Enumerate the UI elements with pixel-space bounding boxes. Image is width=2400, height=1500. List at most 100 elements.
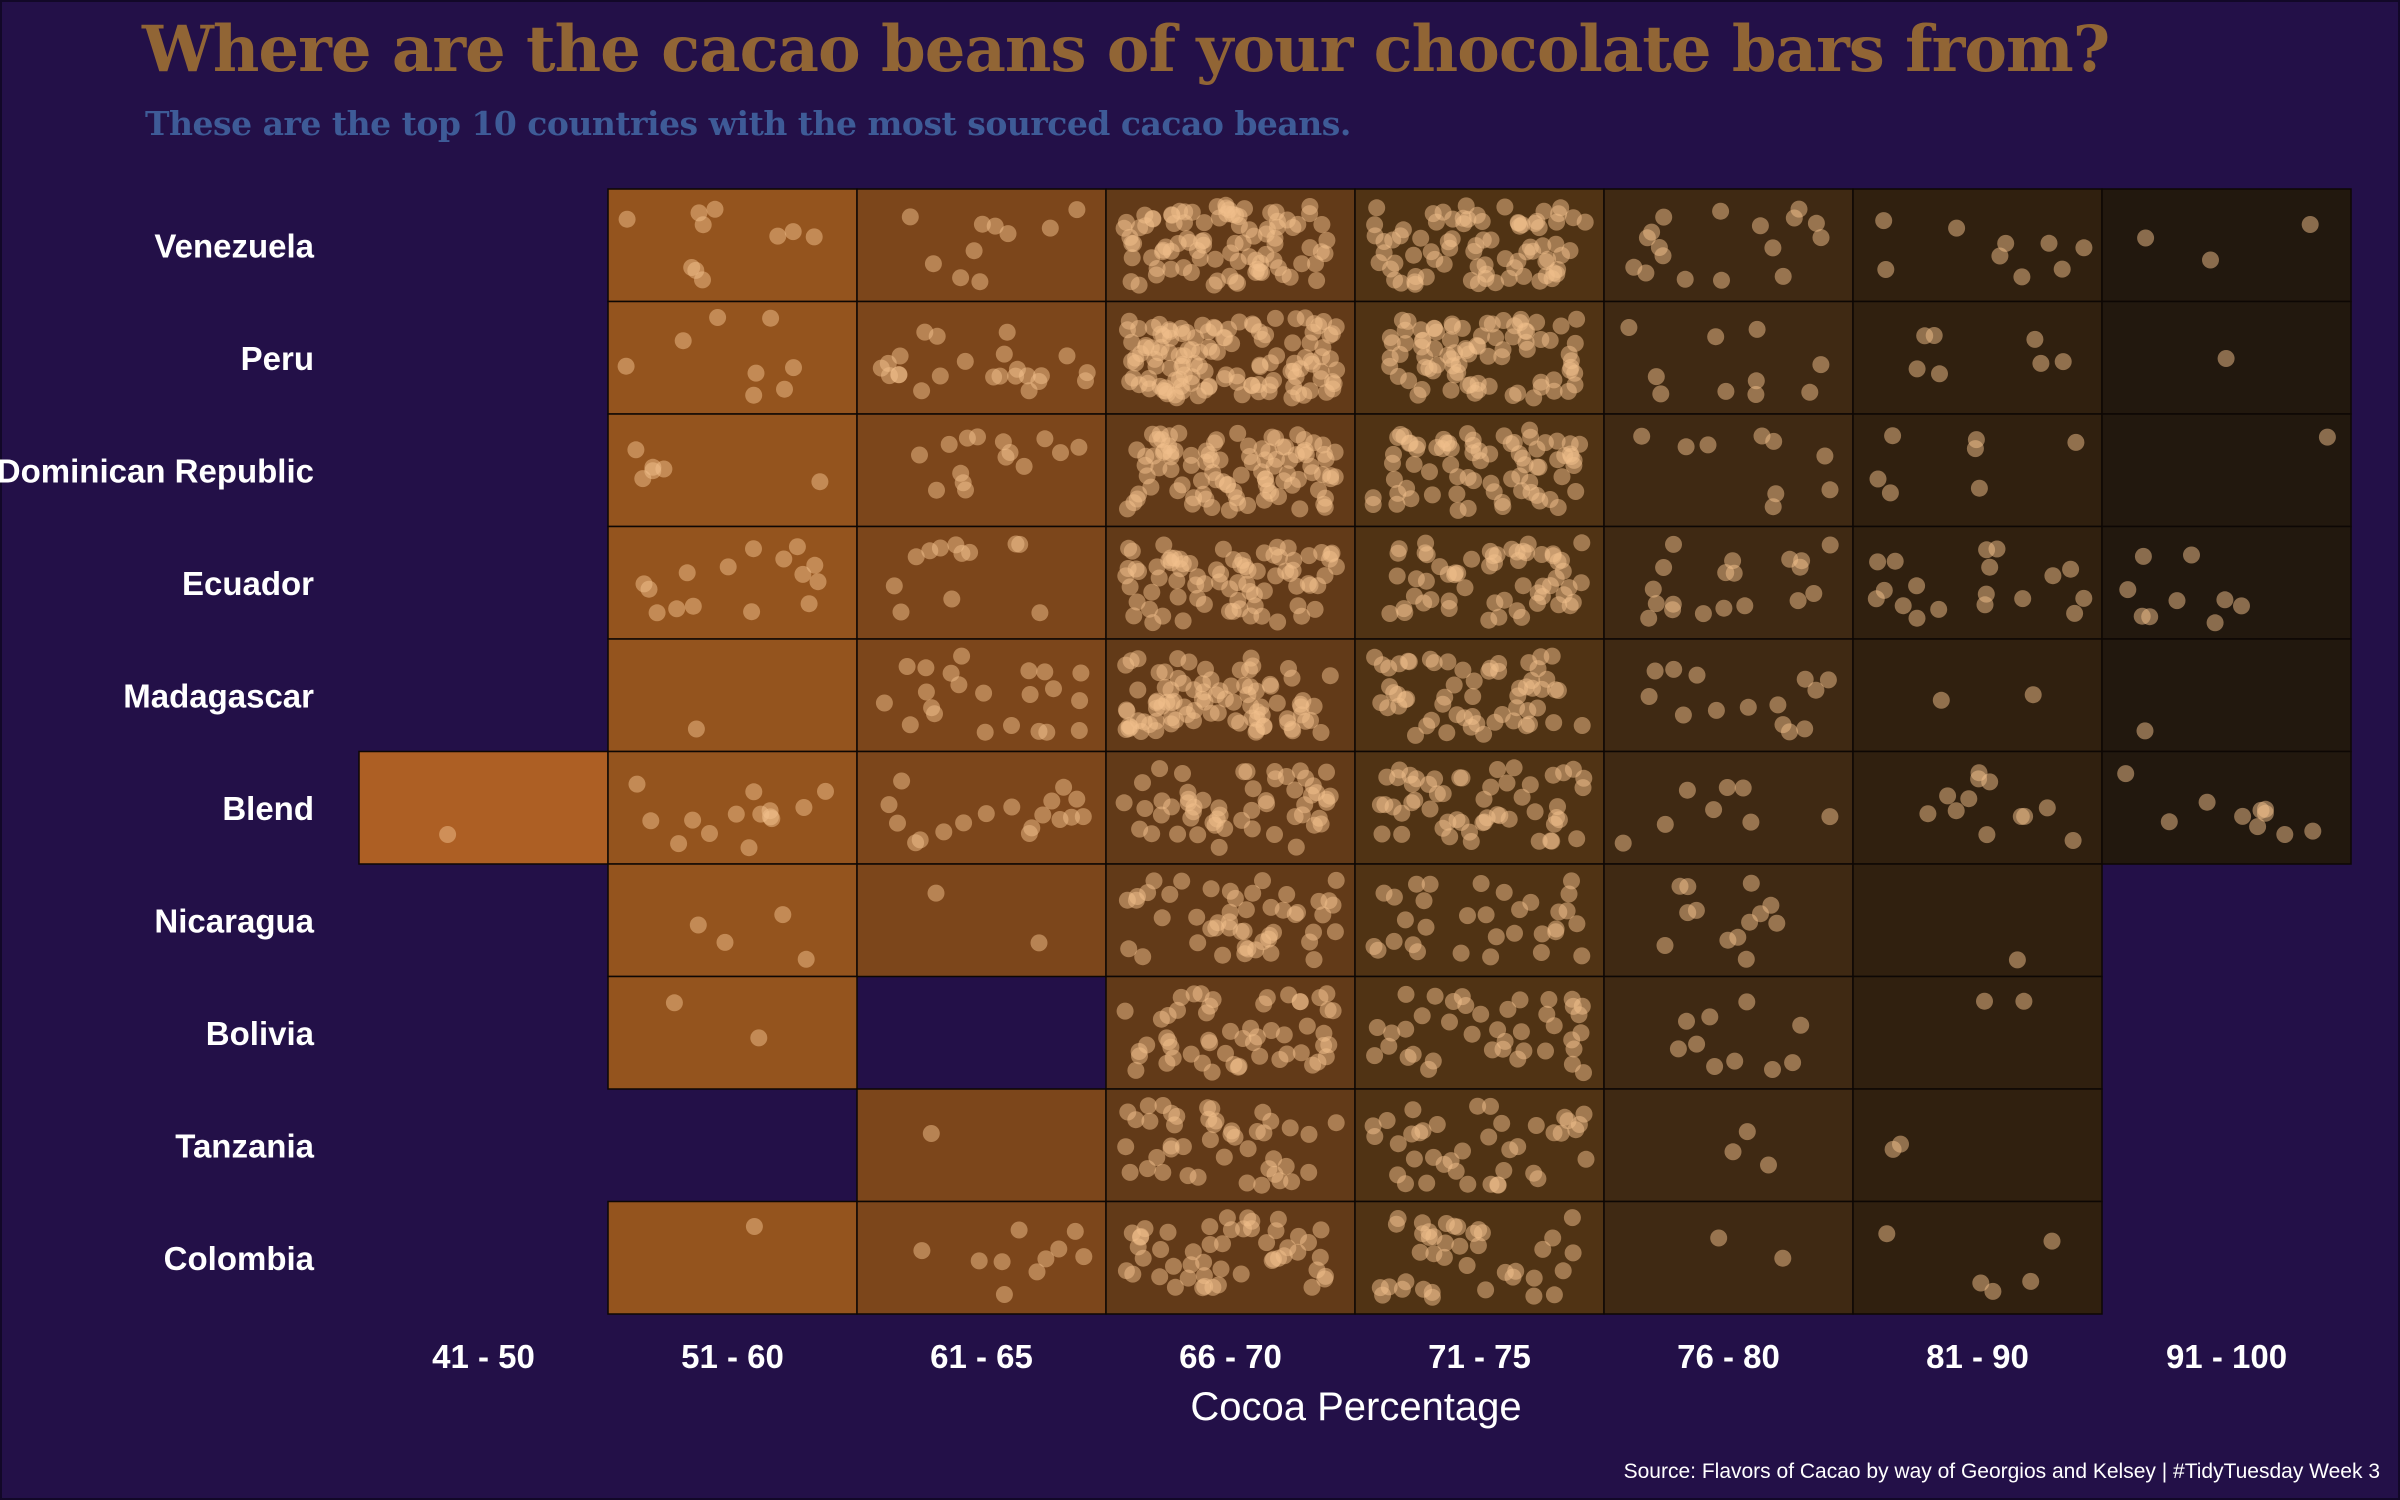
data-point [1366, 1047, 1384, 1065]
data-point [1816, 447, 1834, 465]
data-point [1764, 239, 1782, 257]
data-point [1115, 219, 1133, 237]
data-point [1195, 1267, 1213, 1285]
data-point [1706, 1058, 1724, 1075]
data-point [1248, 1123, 1266, 1140]
data-point [1134, 948, 1152, 966]
data-point [1894, 597, 1912, 615]
data-point [1765, 432, 1783, 450]
data-point [1537, 267, 1555, 285]
data-point [1451, 1237, 1469, 1255]
data-point [1434, 785, 1452, 803]
data-point [1509, 252, 1527, 270]
data-point [1385, 470, 1403, 488]
data-point [1117, 567, 1135, 585]
data-point [893, 772, 911, 790]
data-point [1222, 1221, 1240, 1239]
data-point [1283, 389, 1301, 407]
data-point [885, 577, 903, 595]
data-point [1128, 593, 1146, 611]
data-point [1505, 712, 1523, 730]
data-point [1424, 362, 1442, 380]
data-point [1472, 1005, 1490, 1023]
data-point [1875, 581, 1893, 599]
data-point [684, 811, 702, 829]
data-point [881, 367, 898, 385]
data-point [1446, 366, 1464, 384]
data-point [2043, 1232, 2061, 1250]
data-point [1774, 267, 1792, 285]
data-point [901, 716, 919, 734]
data-point [1742, 874, 1760, 892]
data-point [1153, 909, 1171, 927]
data-point [1807, 681, 1825, 699]
data-point [1162, 461, 1180, 478]
data-point [1620, 319, 1638, 336]
data-point [1311, 1248, 1329, 1266]
data-point [644, 458, 662, 476]
data-point [1168, 572, 1186, 590]
data-point [1253, 264, 1270, 281]
data-point [1482, 1175, 1500, 1193]
data-point [1003, 798, 1021, 816]
data-point [2304, 822, 2322, 840]
data-point [986, 217, 1004, 235]
data-point [1162, 681, 1180, 699]
data-point [1310, 481, 1327, 499]
data-point [1574, 779, 1592, 797]
data-point [1428, 1116, 1446, 1133]
data-point [1495, 591, 1513, 609]
data-point [1163, 206, 1181, 224]
data-point [1413, 1007, 1431, 1025]
data-point [1129, 681, 1147, 699]
heatmap-cell [607, 1200, 858, 1315]
data-point [1452, 944, 1470, 962]
data-point [958, 429, 976, 447]
data-point [1323, 544, 1341, 562]
data-point [1409, 386, 1427, 404]
data-point [1202, 880, 1220, 898]
data-point [1875, 212, 1893, 230]
data-point [1801, 383, 1819, 401]
heatmap-cell [1852, 975, 2103, 1090]
data-point [928, 327, 946, 345]
data-point [1717, 382, 1735, 400]
heatmap-cell [1852, 638, 2103, 753]
data-point [1426, 987, 1444, 1005]
data-point [1265, 372, 1282, 389]
data-point [1015, 457, 1033, 475]
data-point [1225, 693, 1243, 711]
data-point [1389, 1135, 1407, 1153]
data-point [1148, 260, 1166, 277]
data-point [1225, 1056, 1243, 1073]
data-point [1162, 448, 1180, 466]
data-point [1312, 1221, 1330, 1239]
x-tick-label: 41 - 50 [432, 1338, 535, 1375]
data-point [1506, 317, 1524, 335]
data-point [1031, 604, 1049, 622]
data-point [1512, 1023, 1530, 1041]
data-point [750, 1029, 768, 1047]
data-point [1417, 572, 1435, 590]
data-point [795, 799, 813, 816]
data-point [1446, 564, 1464, 582]
data-point [1511, 217, 1529, 235]
data-point [1482, 1097, 1499, 1115]
data-point [1366, 216, 1384, 234]
data-point [709, 309, 727, 326]
data-point [1528, 440, 1546, 458]
data-point [2233, 597, 2250, 615]
data-point [1477, 906, 1495, 924]
data-point [1984, 1282, 2002, 1300]
data-point [1159, 1223, 1177, 1241]
data-point [1074, 808, 1092, 826]
data-point [1373, 825, 1391, 843]
data-point [1573, 717, 1591, 734]
x-tick-label: 76 - 80 [1677, 1338, 1780, 1375]
data-point [811, 473, 829, 491]
data-point [1151, 760, 1169, 778]
data-point [1366, 1128, 1384, 1145]
data-point [1563, 990, 1581, 1008]
data-point [1315, 1037, 1333, 1054]
